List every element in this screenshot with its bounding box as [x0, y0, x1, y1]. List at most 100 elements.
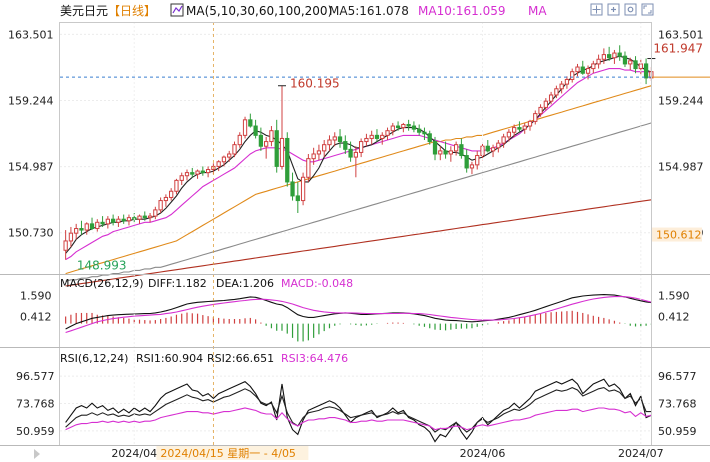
candle[interactable] [158, 197, 163, 213]
candle[interactable] [348, 141, 353, 162]
candle[interactable] [369, 130, 374, 145]
candle[interactable] [512, 124, 517, 137]
candle[interactable] [147, 212, 153, 223]
candle[interactable] [105, 216, 110, 229]
candle[interactable] [232, 141, 237, 158]
candle[interactable] [264, 136, 269, 159]
candle[interactable] [353, 146, 358, 178]
candle[interactable] [633, 56, 638, 74]
indicator-toggle-icon[interactable] [170, 3, 184, 17]
candle[interactable] [591, 60, 596, 74]
candle[interactable] [216, 160, 221, 172]
period-tag[interactable]: 【日线】 [108, 4, 156, 18]
candle[interactable] [390, 122, 395, 136]
candle[interactable] [169, 188, 174, 201]
candle[interactable] [258, 127, 264, 151]
candle[interactable] [522, 122, 527, 134]
candle[interactable] [279, 85, 285, 170]
candle[interactable] [622, 51, 628, 68]
candle[interactable] [548, 91, 554, 105]
candle[interactable] [190, 167, 195, 178]
candle[interactable] [612, 49, 617, 64]
candle[interactable] [485, 140, 490, 153]
candle[interactable] [506, 129, 512, 142]
candle[interactable] [221, 155, 227, 167]
candle[interactable] [179, 172, 184, 186]
candle[interactable] [427, 130, 432, 145]
candle[interactable] [285, 132, 290, 187]
candle[interactable] [554, 85, 559, 99]
candle[interactable] [432, 136, 438, 161]
candle[interactable] [490, 144, 496, 158]
candle[interactable] [274, 119, 279, 173]
candle[interactable] [253, 119, 258, 139]
candle[interactable] [543, 98, 548, 111]
candle[interactable] [68, 226, 74, 248]
candle[interactable] [126, 214, 132, 226]
fullscreen-icon[interactable] [641, 3, 654, 16]
candle[interactable] [89, 217, 95, 231]
candle[interactable] [438, 146, 443, 161]
candle[interactable] [121, 214, 126, 224]
candle[interactable] [205, 166, 211, 178]
candle[interactable] [100, 216, 105, 227]
candle[interactable] [380, 132, 385, 145]
candle[interactable] [153, 206, 158, 220]
candle[interactable] [601, 48, 607, 64]
candle[interactable] [163, 194, 169, 207]
candle[interactable] [248, 113, 253, 128]
candle[interactable] [359, 138, 364, 158]
candle[interactable] [242, 116, 248, 139]
candle[interactable] [237, 132, 242, 148]
candle[interactable] [570, 68, 575, 83]
candle[interactable] [200, 166, 205, 176]
candle[interactable] [475, 150, 480, 170]
candle[interactable] [564, 76, 570, 89]
scroll-left-icon[interactable] [34, 449, 40, 459]
candle[interactable] [406, 119, 411, 131]
candle[interactable] [269, 126, 274, 147]
candle[interactable] [459, 138, 464, 159]
settings-icon[interactable] [624, 3, 637, 16]
candle[interactable] [322, 140, 327, 158]
candle[interactable] [469, 161, 475, 175]
candle[interactable] [337, 129, 343, 148]
candle[interactable] [332, 132, 337, 147]
candle[interactable] [607, 46, 612, 61]
candle[interactable] [137, 214, 142, 224]
candle[interactable] [295, 181, 300, 213]
candle[interactable] [300, 172, 306, 206]
rsi-panel[interactable]: RSI(6,12,24) RSI1:60.904 RSI2:66.651 RSI… [16, 352, 697, 443]
candle[interactable] [628, 57, 633, 71]
zoom-in-icon[interactable] [607, 3, 620, 16]
candle[interactable] [580, 60, 585, 75]
candle[interactable] [343, 135, 348, 154]
candle[interactable] [464, 149, 469, 173]
macd-panel[interactable]: MACD(26,12,9) DIFF:1.182 DEA:1.206 MACD:… [20, 277, 690, 342]
candle[interactable] [417, 124, 422, 136]
candle[interactable] [453, 141, 459, 156]
candle[interactable] [422, 127, 427, 141]
candle[interactable] [84, 222, 89, 235]
candle[interactable] [385, 127, 390, 141]
candle[interactable] [311, 147, 316, 165]
candle[interactable] [110, 214, 116, 226]
candle[interactable] [63, 230, 68, 260]
candle[interactable] [227, 150, 232, 162]
candle[interactable] [95, 219, 100, 232]
candle[interactable] [596, 54, 601, 69]
candle[interactable] [448, 146, 453, 162]
price-panel[interactable]: 163.501 163.501 159.244 159.244 154.987 154.9… [8, 28, 710, 287]
candle[interactable] [395, 121, 401, 131]
candle[interactable] [74, 223, 79, 240]
candle[interactable] [575, 63, 580, 77]
candle[interactable] [316, 144, 322, 161]
candle[interactable] [559, 81, 564, 94]
candle[interactable] [538, 104, 543, 117]
candle[interactable] [374, 129, 380, 142]
candle[interactable] [116, 216, 121, 227]
candle[interactable] [79, 220, 84, 235]
candle[interactable] [533, 110, 538, 125]
candle[interactable] [401, 122, 406, 133]
